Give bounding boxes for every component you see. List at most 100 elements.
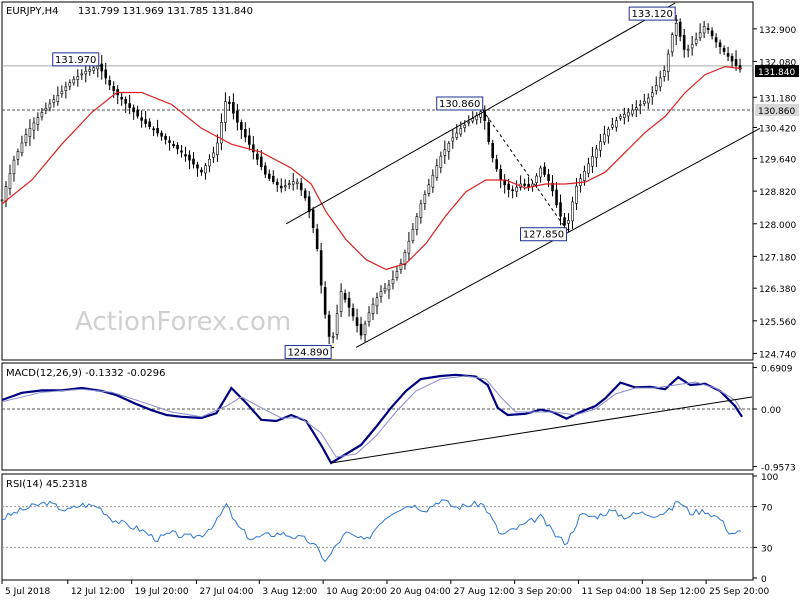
candle-body [435, 165, 439, 178]
candle-body [339, 291, 343, 312]
candle-body [666, 53, 670, 72]
candle-body [487, 122, 491, 142]
candle-body [196, 164, 199, 169]
time-axis-label: 5 Jul 2018 [5, 587, 50, 597]
time-axis-label: 19 Jul 20:00 [135, 587, 189, 597]
candle-body [415, 216, 419, 230]
candle-body [631, 109, 634, 115]
candle-body [726, 53, 730, 57]
candle-body [391, 279, 395, 285]
candle-body [72, 78, 76, 84]
macd-line [1, 373, 743, 465]
candle-body [714, 37, 718, 43]
candle-body [627, 111, 630, 117]
rsi-chart-area [1, 499, 753, 563]
candle-body [252, 144, 255, 153]
candle-body [471, 118, 475, 122]
candle-body [682, 35, 686, 50]
time-axis-label: 20 Aug 04:00 [390, 587, 451, 597]
candle-body [607, 128, 610, 137]
candle-body [240, 122, 243, 130]
annotation-box [628, 6, 676, 21]
candle-body [96, 65, 100, 70]
candle-body [459, 127, 463, 135]
candle-body [619, 116, 622, 119]
candle-body [439, 155, 443, 168]
candle-body [104, 69, 108, 79]
price-tag-label: 131.840 [758, 68, 795, 78]
price-axis-label: 132.900 [759, 26, 796, 36]
candle-body [108, 80, 112, 86]
candle-body [595, 148, 598, 158]
candle-body [658, 77, 662, 88]
candle-body [148, 121, 151, 128]
candle-body [232, 101, 235, 114]
candle-body [244, 129, 247, 138]
candle-body [144, 119, 147, 124]
candle-body [343, 293, 347, 300]
price-tag-box [755, 103, 799, 116]
candle-body [730, 55, 734, 62]
candle-body [575, 185, 578, 204]
macd-panel-title: MACD(12,26,9) -0.1332 -0.0296 [6, 368, 166, 379]
candle-body [128, 103, 131, 108]
candle-body [52, 99, 56, 103]
candle-body [112, 86, 116, 91]
candle-body [48, 103, 52, 109]
channel-line [285, 2, 676, 225]
macd-axis-label: 0.00 [761, 406, 781, 416]
candle-body [467, 121, 471, 124]
candle-body [64, 86, 68, 91]
candle-body [120, 96, 123, 100]
candle-body [220, 122, 223, 144]
time-axis-label: 3 Aug 12:00 [262, 587, 317, 597]
candle-body [176, 144, 179, 150]
candle-body [8, 173, 12, 189]
candle-body [347, 297, 351, 308]
candle-body [463, 124, 467, 128]
candle-body [690, 44, 694, 49]
candle-body [559, 202, 562, 217]
time-axis-label: 27 Aug 12:00 [454, 587, 515, 597]
time-axis-label: 18 Sep 12:00 [645, 587, 705, 597]
candle-body [4, 186, 8, 202]
candle-body [654, 85, 658, 91]
candle-body [291, 181, 295, 185]
candle-body [168, 140, 171, 143]
candle-body [263, 165, 267, 175]
candle-body [371, 303, 375, 314]
candle-body [204, 165, 207, 174]
candle-body [670, 34, 674, 53]
candle-body [623, 113, 626, 118]
annotation-box [52, 52, 100, 67]
candle-body [583, 170, 586, 181]
candle-body [587, 163, 590, 174]
annotation-label: 133.120 [632, 9, 673, 20]
candle-body [40, 112, 44, 118]
candle-body [635, 107, 638, 110]
candle-body [662, 70, 666, 77]
candle-body [567, 220, 570, 224]
candle-body [303, 190, 307, 199]
candle-body [315, 228, 319, 250]
time-axis-label: 27 Jul 04:00 [199, 587, 253, 597]
candle-body [359, 323, 363, 336]
annotation-label: 130.860 [439, 99, 480, 110]
candle-body [100, 63, 104, 72]
moving-average-line [1, 65, 743, 271]
price-axis-label: 128.000 [759, 221, 796, 231]
candle-body [650, 92, 654, 98]
candle-body [311, 209, 315, 229]
dotted-swing-line [482, 109, 567, 231]
candle-body [275, 181, 279, 186]
time-axis-label: 12 Jul 12:00 [71, 587, 125, 597]
candle-body [363, 323, 367, 336]
candle-body [216, 142, 219, 156]
candle-body [543, 166, 546, 175]
candle-body [200, 169, 203, 173]
candle-body [20, 142, 24, 154]
candle-body [283, 185, 287, 188]
rsi-panel-title: RSI(14) 45.2318 [6, 479, 87, 490]
price-axis-label: 126.380 [759, 285, 796, 295]
candle-body [599, 141, 602, 151]
